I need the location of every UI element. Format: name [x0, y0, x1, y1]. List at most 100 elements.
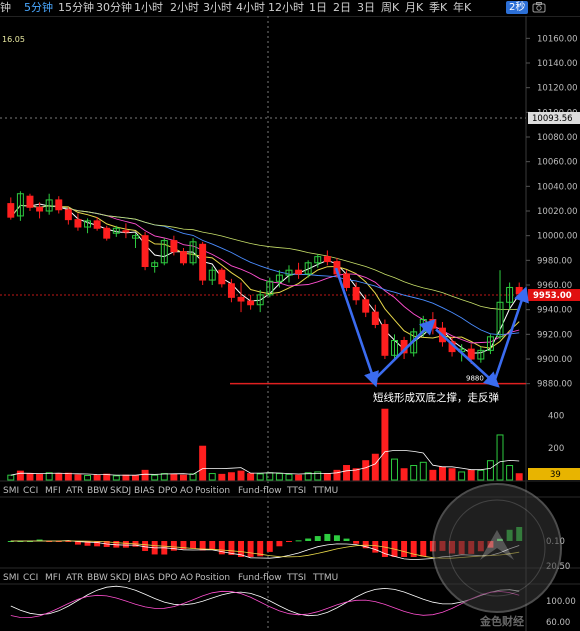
- volume-bar: [438, 466, 446, 481]
- candle-body: [496, 301, 504, 338]
- indicator-tab-ttmu[interactable]: TTMU: [313, 573, 339, 583]
- volume-bar: [448, 468, 456, 481]
- indicator-tab-skdj[interactable]: SKDJ: [110, 573, 132, 583]
- indicator-tab-dpo[interactable]: DPO: [158, 573, 178, 583]
- macd-histogram-bar: [27, 541, 33, 542]
- indicator-tab-cci[interactable]: CCI: [23, 573, 39, 583]
- candle-body: [323, 256, 331, 263]
- macd-histogram-bar: [333, 535, 340, 541]
- price-tick-label: 9920.00: [537, 330, 572, 340]
- volume-tick-label: 400: [548, 412, 564, 422]
- timeframe-7[interactable]: 4小时: [236, 1, 265, 14]
- indicator-tab-position[interactable]: Position: [195, 573, 231, 583]
- timeframe-0[interactable]: 钟: [0, 1, 11, 14]
- volume-bar: [362, 460, 370, 481]
- timeframe-12[interactable]: 周K: [381, 1, 400, 14]
- timeframe-4[interactable]: 1小时: [134, 1, 163, 14]
- timeframe-2[interactable]: 15分钟: [58, 1, 94, 14]
- candle-body: [55, 199, 63, 211]
- macd-histogram-bar: [247, 541, 254, 557]
- macd-histogram-bar: [286, 541, 292, 542]
- candle-body: [381, 323, 389, 356]
- indicator-tab-mfi[interactable]: MFI: [45, 486, 61, 496]
- candle-body: [112, 227, 120, 234]
- timeframe-1[interactable]: 5分钟: [24, 1, 53, 14]
- candle-body: [74, 219, 82, 228]
- refresh-badge[interactable]: 2秒: [506, 1, 529, 14]
- ma-line-30: [10, 204, 520, 310]
- macd-histogram-bar: [7, 541, 14, 542]
- candle-body: [391, 340, 398, 356]
- volume-bar: [36, 473, 44, 481]
- indicator-tab-mfi[interactable]: MFI: [45, 573, 61, 583]
- candle-body: [352, 286, 360, 301]
- indicator-tab-ttmu[interactable]: TTMU: [313, 486, 339, 496]
- indicator-tab-ttsi[interactable]: TTSI: [287, 573, 307, 583]
- indicator-tab-fund-flow[interactable]: Fund-flow: [238, 573, 282, 583]
- indicator-tab-ao[interactable]: AO: [180, 486, 194, 496]
- timeframe-3[interactable]: 30分钟: [96, 1, 132, 14]
- volume-tick-label: 200: [548, 444, 564, 454]
- candle-body: [515, 286, 523, 295]
- volume-bar: [64, 472, 72, 481]
- timeframe-5[interactable]: 2小时: [170, 1, 199, 14]
- timeframe-11[interactable]: 3日: [357, 1, 375, 14]
- indicator-tab-bbw[interactable]: BBW: [87, 573, 108, 583]
- camera-icon[interactable]: [532, 0, 546, 14]
- bottom-tick-label: 60.00: [546, 618, 570, 628]
- indicator-tab-bias[interactable]: BIAS: [134, 573, 155, 583]
- candle-body: [247, 300, 255, 306]
- macd-histogram-bar: [74, 541, 81, 545]
- volume-bar: [467, 469, 475, 481]
- volume-bar: [381, 408, 389, 481]
- timeframe-15[interactable]: 年K: [453, 1, 472, 14]
- candle-body: [256, 294, 264, 306]
- indicator-tab-bias[interactable]: BIAS: [134, 486, 155, 496]
- trend-arrow: [373, 318, 436, 381]
- candle-body: [208, 269, 216, 281]
- indicator-tab-position[interactable]: Position: [195, 486, 231, 496]
- candle-body: [103, 227, 111, 239]
- indicator-tab-atr[interactable]: ATR: [66, 486, 84, 496]
- timeframe-8[interactable]: 12小时: [268, 1, 304, 14]
- macd-histogram-bar: [305, 538, 312, 541]
- candle-body: [218, 269, 226, 285]
- indicator-tab-ao[interactable]: AO: [180, 573, 194, 583]
- macd-histogram-bar: [314, 536, 321, 541]
- indicator-tab-smi[interactable]: SMI: [3, 486, 20, 496]
- indicator-tabs-upper: SMI CCI MFI ATR BBW SKDJ BIAS DPO AO Position Fund…: [0, 484, 526, 498]
- volume-bar: [7, 474, 15, 481]
- volume-bar: [74, 474, 82, 481]
- timeframe-10[interactable]: 2日: [333, 1, 351, 14]
- timeframe-13[interactable]: 月K: [405, 1, 424, 14]
- timeframe-9[interactable]: 1日: [309, 1, 327, 14]
- volume-bar: [506, 465, 514, 481]
- price-tick-label: 10020.00: [537, 207, 578, 217]
- candle-body: [237, 296, 245, 302]
- volume-bar: [285, 473, 293, 481]
- price-tick-label: 10140.00: [537, 59, 578, 69]
- volume-current-box: [528, 468, 580, 480]
- macd-histogram-bar: [190, 541, 197, 549]
- macd-histogram-bar: [295, 540, 302, 542]
- indicator-tab-skdj[interactable]: SKDJ: [110, 486, 132, 496]
- indicator-tab-fund-flow[interactable]: Fund-flow: [238, 486, 282, 496]
- candle-body: [285, 269, 293, 276]
- indicator-tab-dpo[interactable]: DPO: [158, 486, 178, 496]
- indicator-tab-smi[interactable]: SMI: [3, 573, 20, 583]
- indicator-tab-cci[interactable]: CCI: [23, 486, 39, 496]
- macd-histogram-bar: [46, 541, 53, 542]
- candle-body: [295, 269, 303, 275]
- timeframe-6[interactable]: 3小时: [203, 1, 232, 14]
- timeframe-14[interactable]: 季K: [429, 1, 448, 14]
- macd-histogram-bar: [401, 541, 408, 557]
- indicator-tab-atr[interactable]: ATR: [66, 573, 84, 583]
- price-tick-label: 10060.00: [537, 158, 578, 168]
- candle-body: [151, 262, 159, 267]
- candle-body: [84, 220, 92, 228]
- macd-histogram-bar: [122, 541, 129, 548]
- indicator-tab-bbw[interactable]: BBW: [87, 486, 108, 496]
- indicator-tab-ttsi[interactable]: TTSI: [287, 486, 307, 496]
- candle-body: [199, 243, 207, 281]
